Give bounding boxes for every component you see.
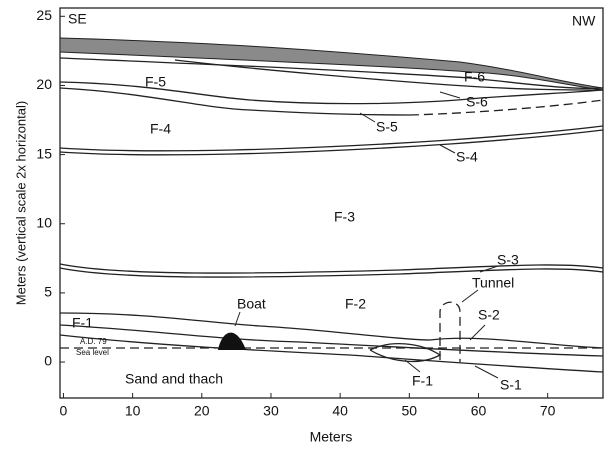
y-tick-label: 10 xyxy=(36,214,52,230)
boundary xyxy=(410,100,603,115)
x-tick-label: 0 xyxy=(60,403,68,419)
boundary xyxy=(60,82,603,104)
x-tick-label: 20 xyxy=(194,403,210,419)
boundary xyxy=(60,268,603,277)
boundary xyxy=(60,325,603,356)
x-tick-label: 30 xyxy=(263,403,279,419)
x-tick-label: 70 xyxy=(540,403,556,419)
x-tick-label: 60 xyxy=(471,403,487,419)
boundary xyxy=(60,264,603,273)
label: Sand and thach xyxy=(125,371,223,387)
label: F-1 xyxy=(72,315,93,331)
label: S-4 xyxy=(456,149,478,165)
boundary xyxy=(60,88,410,115)
y-tick-label: 25 xyxy=(36,7,52,23)
label: F-6 xyxy=(464,69,485,85)
label: S-1 xyxy=(500,377,522,393)
label: S-5 xyxy=(376,119,398,135)
label: F-2 xyxy=(345,296,366,312)
cross-section: SE NW F-5 F-6 S-6 F-4 S-5 S-4 F-3 S-3 Tu… xyxy=(0,0,607,455)
label: Tunnel xyxy=(472,275,514,291)
label: Boat xyxy=(237,296,266,312)
label: F-5 xyxy=(145,74,166,90)
y-tick-label: 15 xyxy=(36,145,52,161)
label: SE xyxy=(68,11,87,27)
layer-boundaries xyxy=(60,38,603,372)
label: Sea level xyxy=(76,348,109,357)
y-tick-label: 0 xyxy=(44,353,52,369)
label: F-3 xyxy=(334,209,355,225)
label: S-3 xyxy=(497,252,519,268)
x-axis-title: Meters xyxy=(310,429,353,445)
y-tick-label: 20 xyxy=(36,76,52,92)
plot-frame xyxy=(60,8,603,398)
x-tick-label: 40 xyxy=(332,403,348,419)
x-tick-label: 50 xyxy=(402,403,418,419)
tunnel xyxy=(440,302,460,362)
label: NW xyxy=(572,13,596,29)
x-tick-label: 10 xyxy=(125,403,141,419)
label: S-2 xyxy=(478,307,500,323)
label: F-1 xyxy=(412,373,433,389)
label: S-6 xyxy=(466,94,488,110)
boat xyxy=(218,333,246,350)
y-tick-label: 5 xyxy=(44,284,52,300)
label: F-4 xyxy=(150,121,171,137)
label: A.D. 79 xyxy=(80,337,107,346)
top-band xyxy=(60,38,603,90)
y-axis-title: Meters (vertical scale 2x horizontal) xyxy=(13,101,28,305)
